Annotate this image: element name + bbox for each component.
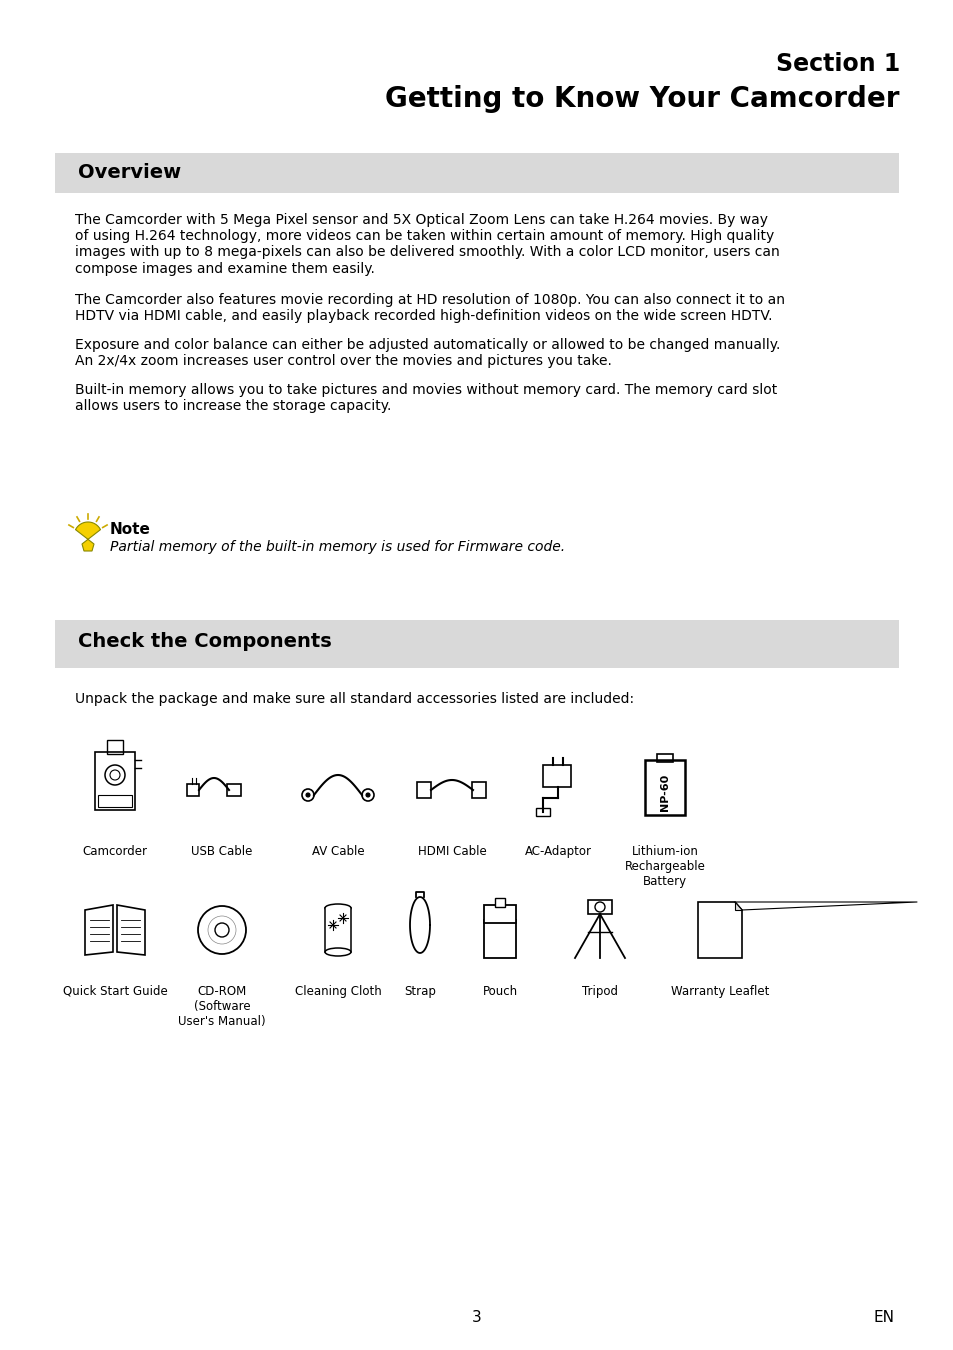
Bar xyxy=(472,782,485,798)
Text: Unpack the package and make sure all standard accessories listed are included:: Unpack the package and make sure all sta… xyxy=(75,693,634,706)
Text: AC-Adaptor: AC-Adaptor xyxy=(524,845,591,859)
Bar xyxy=(325,909,351,952)
Bar xyxy=(55,620,898,668)
Polygon shape xyxy=(85,904,112,954)
Text: Quick Start Guide: Quick Start Guide xyxy=(63,986,167,998)
Text: Section 1: Section 1 xyxy=(775,53,899,76)
Bar xyxy=(227,784,241,796)
Text: The Camcorder also features movie recording at HD resolution of 1080p. You can a: The Camcorder also features movie record… xyxy=(75,293,784,323)
Text: The Camcorder with 5 Mega Pixel sensor and 5X Optical Zoom Lens can take H.264 m: The Camcorder with 5 Mega Pixel sensor a… xyxy=(75,213,779,275)
Bar xyxy=(187,784,199,796)
Text: 3: 3 xyxy=(472,1310,481,1324)
Text: Camcorder: Camcorder xyxy=(82,845,148,859)
Text: Lithium-ion
Rechargeable
Battery: Lithium-ion Rechargeable Battery xyxy=(624,845,704,888)
Polygon shape xyxy=(698,902,741,958)
Bar xyxy=(657,755,672,761)
Text: Overview: Overview xyxy=(78,163,181,182)
Text: CD-ROM
(Software
User's Manual): CD-ROM (Software User's Manual) xyxy=(178,986,266,1027)
Bar xyxy=(95,752,135,810)
Polygon shape xyxy=(117,904,145,954)
Bar xyxy=(416,782,431,798)
Text: Strap: Strap xyxy=(404,986,436,998)
Text: Warranty Leaflet: Warranty Leaflet xyxy=(670,986,768,998)
Bar xyxy=(483,919,516,958)
Bar xyxy=(98,795,132,807)
Text: AV Cable: AV Cable xyxy=(312,845,364,859)
Bar xyxy=(107,740,123,755)
Text: Built-in memory allows you to take pictures and movies without memory card. The : Built-in memory allows you to take pictu… xyxy=(75,383,777,413)
Text: Cleaning Cloth: Cleaning Cloth xyxy=(294,986,381,998)
Circle shape xyxy=(214,923,229,937)
Bar xyxy=(495,898,504,907)
Polygon shape xyxy=(734,902,741,910)
Text: Tripod: Tripod xyxy=(581,986,618,998)
Bar xyxy=(536,809,550,815)
Text: USB Cable: USB Cable xyxy=(192,845,253,859)
Text: Getting to Know Your Camcorder: Getting to Know Your Camcorder xyxy=(385,85,899,113)
Bar xyxy=(542,765,571,787)
Text: Pouch: Pouch xyxy=(482,986,517,998)
Text: HDMI Cable: HDMI Cable xyxy=(417,845,486,859)
Text: Exposure and color balance can either be adjusted automatically or allowed to be: Exposure and color balance can either be… xyxy=(75,338,780,369)
Circle shape xyxy=(366,792,370,796)
Text: EN: EN xyxy=(873,1310,894,1324)
Bar xyxy=(55,153,898,193)
Bar xyxy=(483,904,516,923)
Text: Check the Components: Check the Components xyxy=(78,632,332,651)
Bar xyxy=(587,900,612,914)
Ellipse shape xyxy=(325,904,351,913)
Ellipse shape xyxy=(325,948,351,956)
Polygon shape xyxy=(75,522,100,551)
Text: Note: Note xyxy=(110,522,151,537)
Bar xyxy=(644,760,684,815)
Circle shape xyxy=(306,792,310,796)
Text: Partial memory of the built-in memory is used for Firmware code.: Partial memory of the built-in memory is… xyxy=(110,540,564,553)
Text: NP-60: NP-60 xyxy=(659,774,669,810)
